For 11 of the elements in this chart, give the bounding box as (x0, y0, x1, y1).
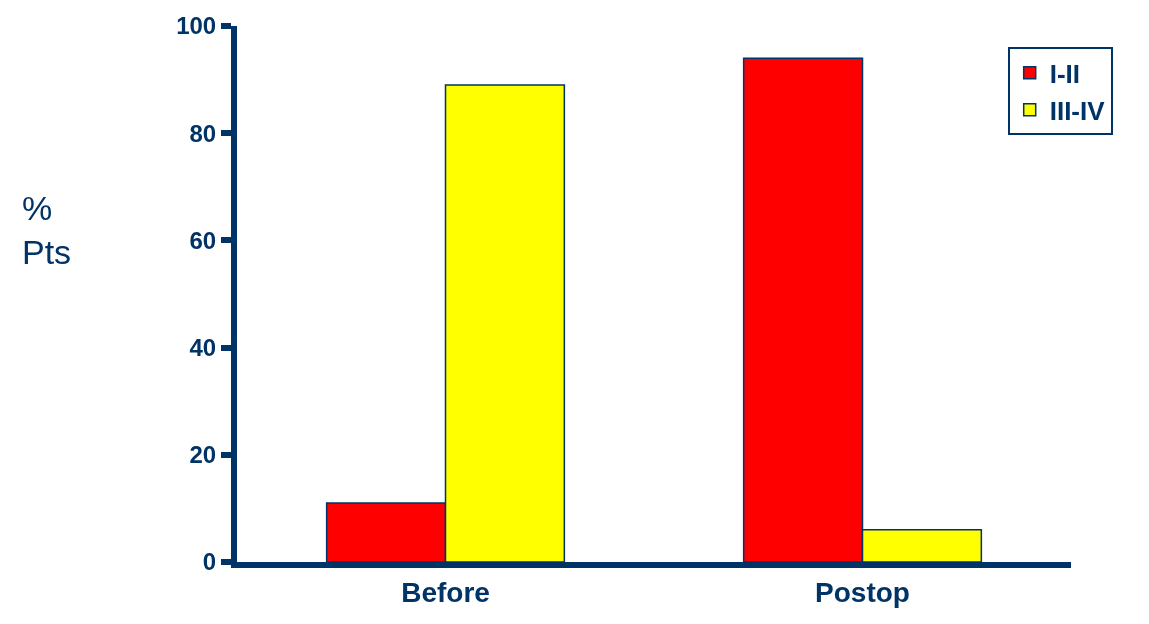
y-tick-label: 0 (202, 548, 217, 576)
y-tick-label: 40 (189, 334, 217, 361)
legend-label: I-II (1049, 58, 1081, 89)
y-tick-label: 100 (176, 12, 217, 40)
x-tick-label: Postop (815, 576, 910, 608)
y-tick-label: 20 (189, 441, 217, 469)
y-axis-title: % Pts (22, 189, 72, 272)
x-tick-label: Before (401, 576, 490, 608)
legend-label: III-IV (1049, 95, 1106, 126)
y-tick-label: 80 (189, 119, 217, 147)
y-tick-label: 60 (189, 226, 217, 254)
